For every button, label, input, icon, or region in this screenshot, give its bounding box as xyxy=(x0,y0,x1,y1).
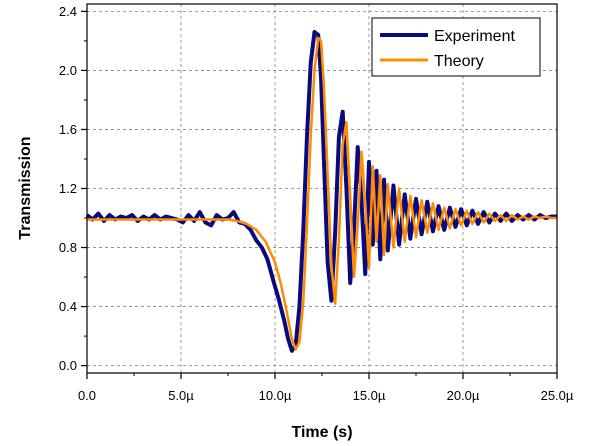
y-axis-title: Transmission xyxy=(17,136,34,239)
y-tick-label: 0.8 xyxy=(59,240,77,255)
series-layer xyxy=(85,30,557,353)
x-tick-label: 25.0µ xyxy=(541,388,574,403)
x-tick-label: 10.0µ xyxy=(259,388,292,403)
y-tick-label: 0.4 xyxy=(59,299,77,314)
y-tick-label: 0.0 xyxy=(59,358,77,373)
x-tick-label: 20.0µ xyxy=(447,388,480,403)
y-tick-label: 1.2 xyxy=(59,181,77,196)
legend-label-experiment: Experiment xyxy=(434,28,515,45)
x-axis-title: Time (s) xyxy=(291,424,352,441)
x-tick-label: 0.0 xyxy=(78,388,96,403)
x-tick-label: 15.0µ xyxy=(353,388,386,403)
y-tick-label: 2.4 xyxy=(59,4,77,19)
legend: Experiment Theory xyxy=(371,17,541,77)
axis-ticks: 0.0 5.0µ 10.0µ 15.0µ 20.0µ 25.0µ 0.0 0.4 0.8 1.2 1… xyxy=(59,4,574,403)
legend-label-theory: Theory xyxy=(434,53,484,70)
y-tick-label: 1.6 xyxy=(59,122,77,137)
x-tick-label: 5.0µ xyxy=(168,388,194,403)
legend-box xyxy=(371,17,541,77)
series-theory-line xyxy=(87,36,557,351)
y-tick-label: 2.0 xyxy=(59,63,77,78)
